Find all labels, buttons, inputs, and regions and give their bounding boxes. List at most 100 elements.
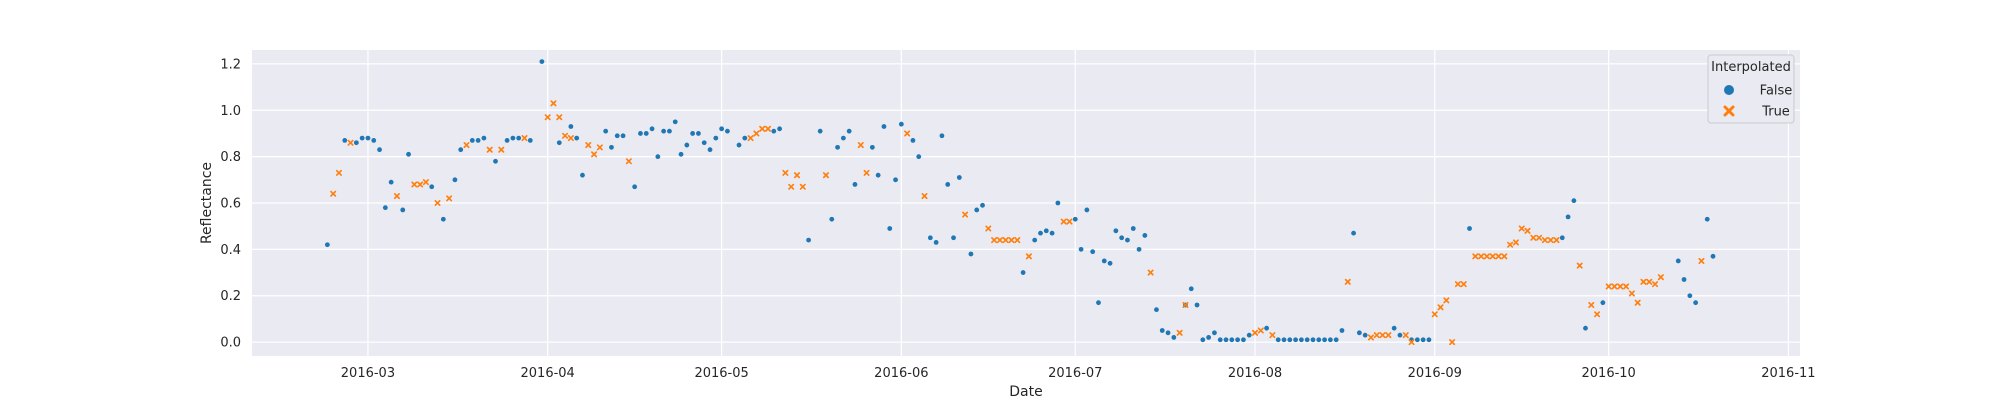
- data-point: [1264, 325, 1270, 331]
- data-point: [434, 199, 441, 207]
- data-point: [806, 237, 811, 243]
- data-point: [1310, 337, 1316, 343]
- data-point: [759, 125, 766, 132]
- data-point: [1049, 230, 1055, 236]
- data-point: [1078, 246, 1084, 252]
- data-point: [996, 237, 1003, 244]
- data-point: [1414, 337, 1420, 343]
- data-point: [1437, 304, 1444, 311]
- data-point: [1269, 332, 1276, 339]
- data-point: [764, 125, 772, 132]
- data-point: [1501, 253, 1508, 260]
- data-point: [400, 207, 406, 213]
- data-point: [1547, 237, 1554, 244]
- data-point: [580, 172, 585, 178]
- data-point: [1339, 328, 1345, 333]
- series-false: [324, 59, 1716, 343]
- data-point: [556, 140, 562, 146]
- data-point: [933, 240, 939, 245]
- series-true: [330, 100, 1705, 346]
- data-point: [1020, 270, 1026, 275]
- data-point: [382, 205, 388, 211]
- data-point: [747, 135, 754, 142]
- data-point: [1125, 237, 1130, 243]
- data-point: [1594, 311, 1601, 318]
- data-point: [1344, 278, 1351, 285]
- data-point: [498, 146, 505, 153]
- data-point: [1014, 237, 1021, 244]
- data-point: [1646, 278, 1653, 285]
- data-point: [869, 144, 875, 150]
- x-tick-label: 2016-06: [874, 366, 928, 381]
- data-point: [829, 216, 835, 222]
- legend-label-true: True: [1761, 105, 1790, 120]
- legend-box: [1707, 54, 1795, 124]
- data-point: [1333, 337, 1339, 343]
- data-point: [1362, 332, 1368, 338]
- data-point: [1194, 302, 1200, 308]
- data-point: [1628, 290, 1635, 297]
- data-point: [1246, 332, 1252, 338]
- data-point: [1235, 337, 1241, 343]
- data-point: [469, 138, 475, 143]
- data-point: [353, 140, 359, 146]
- data-point: [1025, 253, 1032, 260]
- data-point: [1188, 286, 1194, 292]
- data-point: [985, 225, 992, 232]
- data-point: [1251, 329, 1259, 336]
- data-point: [736, 142, 742, 148]
- x-tick-label: 2016-03: [341, 366, 395, 381]
- legend-marker-true: [1723, 105, 1735, 117]
- data-point: [1507, 241, 1514, 248]
- data-point: [1571, 198, 1577, 204]
- data-point: [1212, 330, 1217, 336]
- data-point: [1002, 237, 1009, 244]
- data-point: [1060, 218, 1067, 225]
- data-point: [678, 151, 684, 157]
- data-point: [504, 138, 510, 143]
- data-point: [927, 235, 933, 241]
- data-point: [1402, 332, 1409, 339]
- legend-title: Interpolated: [1711, 60, 1791, 75]
- data-point: [1449, 339, 1456, 346]
- x-tick-label: 2016-10: [1582, 366, 1636, 381]
- data-point: [956, 175, 962, 180]
- data-point: [1119, 235, 1125, 241]
- data-point: [1460, 281, 1467, 288]
- data-point: [1652, 281, 1659, 288]
- data-point: [667, 128, 672, 134]
- data-point: [1617, 283, 1624, 290]
- data-point: [1698, 257, 1705, 264]
- data-point: [1257, 327, 1264, 334]
- data-point: [852, 182, 858, 187]
- data-point: [1182, 301, 1189, 309]
- x-tick-label: 2016-09: [1408, 366, 1462, 381]
- data-point: [393, 193, 400, 200]
- data-point: [1130, 226, 1136, 231]
- data-point: [857, 142, 864, 149]
- data-point: [1142, 233, 1148, 238]
- legend-items: False True: [1723, 84, 1792, 120]
- data-point: [1530, 234, 1537, 241]
- legend-marker-false: [1724, 85, 1734, 95]
- data-point: [446, 195, 453, 202]
- data-point: [1623, 283, 1630, 290]
- data-point: [1605, 283, 1612, 290]
- data-point: [846, 128, 852, 134]
- data-point: [782, 169, 789, 176]
- data-point: [458, 147, 464, 153]
- data-point: [701, 140, 707, 146]
- data-point: [544, 114, 551, 121]
- x-tick-label: 2016-05: [694, 366, 748, 381]
- data-point: [330, 190, 337, 197]
- data-point: [817, 128, 823, 134]
- data-point: [1113, 228, 1119, 234]
- data-point: [1206, 335, 1212, 340]
- data-point: [1147, 269, 1154, 276]
- y-tick-label: 0.2: [220, 289, 241, 304]
- data-point: [1681, 277, 1687, 282]
- data-point: [1136, 246, 1142, 252]
- data-point: [1287, 337, 1293, 343]
- data-point: [1489, 253, 1496, 260]
- data-point: [1304, 337, 1310, 343]
